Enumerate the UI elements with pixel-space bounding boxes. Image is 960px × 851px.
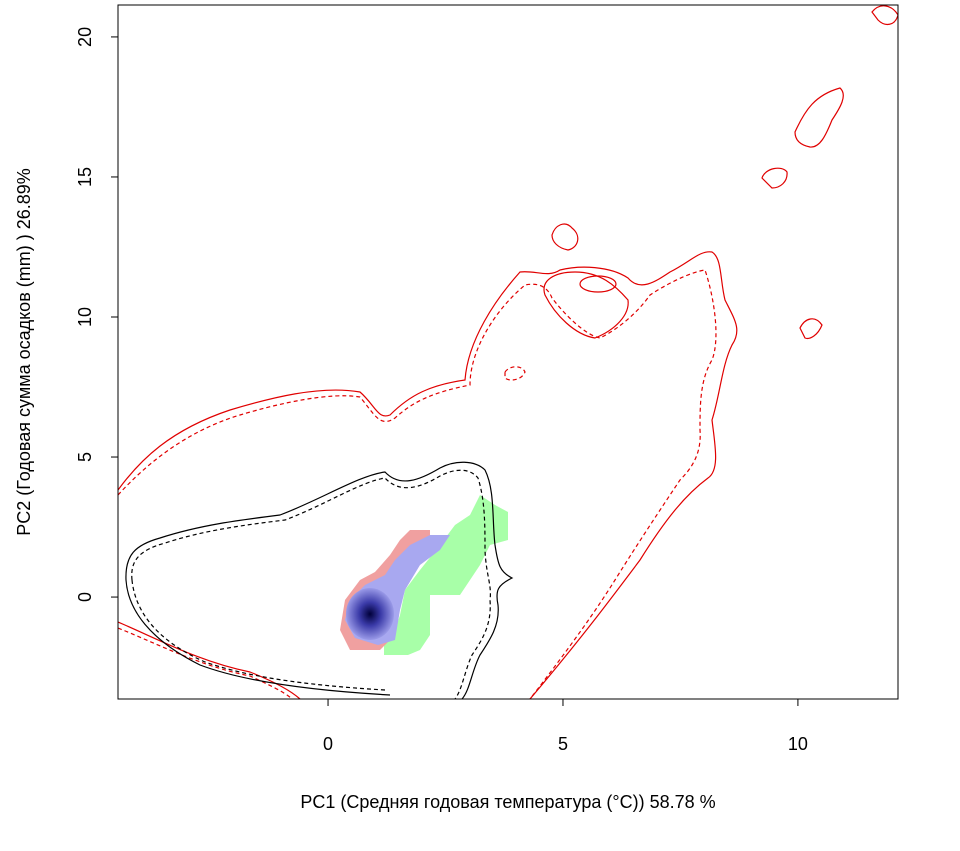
red-contour-dashed bbox=[504, 366, 526, 381]
y-tick-label: 20 bbox=[75, 27, 95, 47]
y-axis-label: PC2 (Годовая сумма осадков (mm) ) 26.89% bbox=[14, 168, 34, 536]
black-contour-dashed bbox=[131, 469, 491, 699]
x-axis-label: PC1 (Средняя годовая температура (°C)) 5… bbox=[300, 792, 715, 812]
red-contour-dashed bbox=[118, 269, 717, 699]
y-tick-label: 10 bbox=[75, 307, 95, 327]
red-contour bbox=[761, 167, 788, 189]
red-contour bbox=[543, 271, 629, 339]
red-contour bbox=[579, 275, 617, 293]
green-raster bbox=[384, 495, 508, 655]
red-contour bbox=[551, 223, 579, 251]
red-contour bbox=[794, 87, 844, 148]
density-layer bbox=[118, 5, 898, 699]
x-tick-label: 5 bbox=[558, 734, 568, 754]
red-contour-dashed bbox=[118, 627, 293, 699]
y-tick-label: 5 bbox=[75, 452, 95, 462]
red-contour bbox=[118, 251, 738, 699]
plot-box bbox=[117, 4, 899, 700]
red-contour bbox=[118, 621, 301, 699]
x-tick-label: 10 bbox=[788, 734, 808, 754]
x-tick-label: 0 bbox=[323, 734, 333, 754]
core-raster bbox=[346, 588, 394, 640]
red-contour bbox=[871, 5, 898, 25]
red-contour bbox=[799, 318, 823, 340]
black-contour bbox=[125, 461, 514, 699]
y-tick-label: 15 bbox=[75, 167, 95, 187]
y-tick-label: 0 bbox=[75, 592, 95, 602]
